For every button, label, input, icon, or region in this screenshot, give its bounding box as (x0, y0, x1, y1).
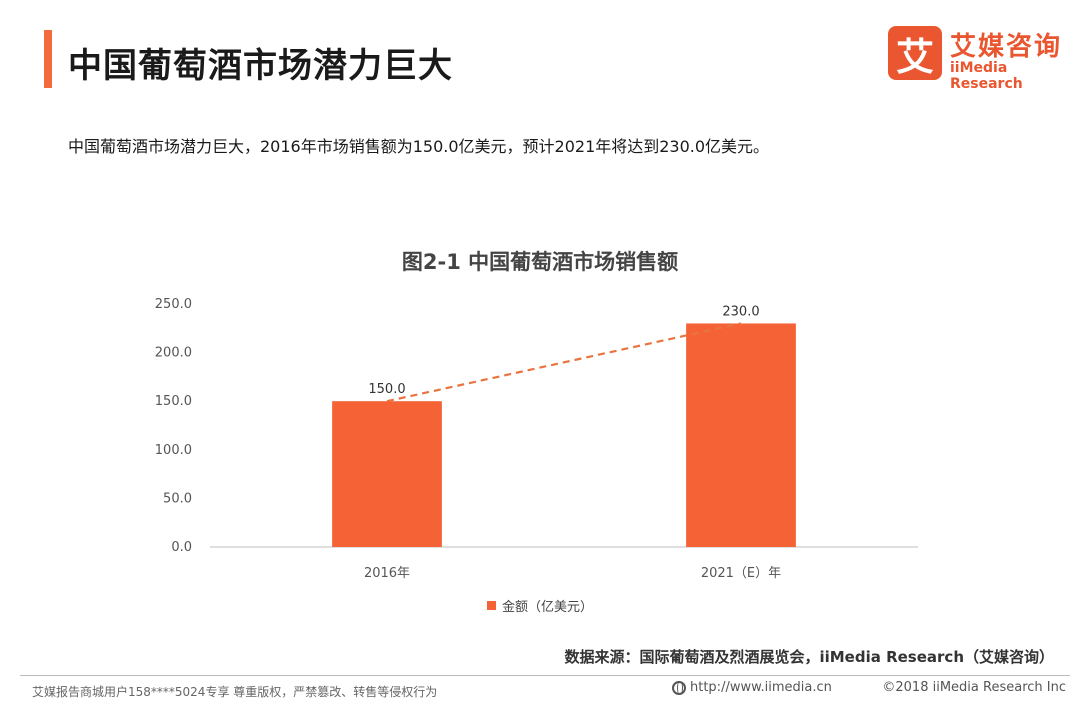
y-tick-label: 200.0 (155, 346, 192, 361)
data-source: 数据来源：国际葡萄酒及烈酒展览会，iiMedia Research（艾媒咨询） (564, 648, 1054, 666)
logo-chinese-name: 艾媒咨询 (950, 32, 1063, 62)
x-category-label: 2016年 (364, 566, 410, 581)
y-tick-label: 250.0 (155, 297, 192, 312)
trend-line (386, 322, 742, 403)
legend-label: 金额（亿美元） (501, 600, 593, 615)
bar (332, 401, 442, 547)
bar (686, 323, 796, 547)
globe-icon (672, 680, 686, 695)
brand-logo: 艾 艾媒咨询 iiMedia Research (888, 26, 1068, 92)
legend-swatch (486, 601, 496, 610)
footer-copyright: ©2018 iiMedia Research Inc (882, 680, 1066, 695)
y-tick-label: 50.0 (163, 491, 192, 506)
y-tick-label: 0.0 (171, 540, 192, 555)
logo-english-name: iiMedia Research (950, 60, 1023, 92)
footer-url-text[interactable]: http://www.iimedia.cn (690, 680, 832, 695)
logo-mark-icon: 艾 (888, 26, 942, 80)
y-tick-label: 100.0 (155, 443, 192, 458)
y-tick-label: 150.0 (155, 394, 192, 409)
x-category-label: 2021（E）年 (701, 566, 781, 581)
footer-divider (20, 675, 1070, 676)
page-title: 中国葡萄酒市场潜力巨大 (68, 46, 453, 86)
chart-title: 图2-1 中国葡萄酒市场销售额 (401, 250, 679, 274)
summary-text: 中国葡萄酒市场潜力巨大，2016年市场销售额为150.0亿美元，预计2021年将… (68, 137, 770, 156)
footer-url[interactable]: http://www.iimedia.cn (672, 680, 832, 695)
title-accent-bar (44, 30, 52, 88)
chart-legend: 金额（亿美元） (0, 596, 1080, 615)
data-label: 150.0 (368, 382, 405, 397)
data-label: 230.0 (722, 304, 759, 319)
footer-copyright-notice: 艾媒报告商城用户158****5024专享 尊重版权，严禁篡改、转售等侵权行为 (32, 685, 438, 699)
